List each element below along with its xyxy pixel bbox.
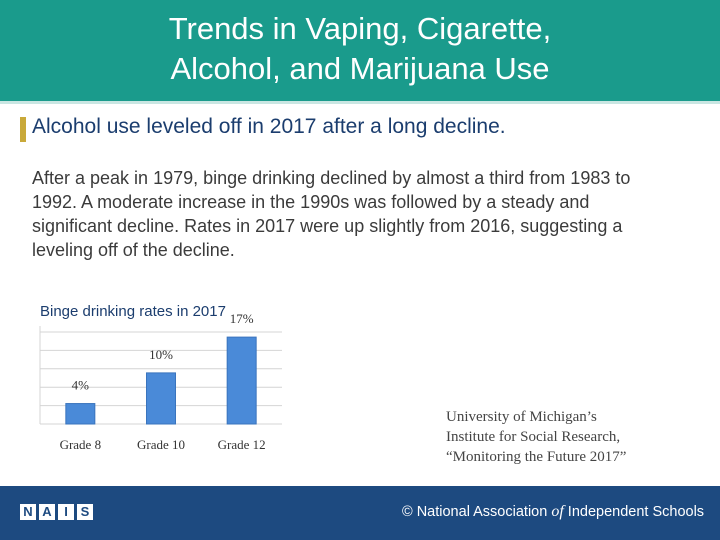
source-line-2: Institute for Social Research, [446, 429, 621, 445]
bar-grade-12 [226, 336, 257, 425]
logo-letter-s: S [77, 504, 93, 520]
data-label: 17% [230, 311, 254, 326]
bar-grade-8 [65, 403, 96, 425]
subhead-accent-bar [20, 117, 26, 142]
x-tick-label: Grade 8 [60, 437, 102, 452]
org-name-prefix: © National Association [402, 504, 552, 520]
data-label: 10% [149, 347, 173, 362]
footer-organization: © National Association of Independent Sc… [402, 503, 704, 521]
source-line-1: University of Michigan’s [446, 409, 597, 425]
page-title: Trends in Vaping, Cigarette, Alcohol, an… [0, 9, 720, 89]
logo-letter-i: I [58, 504, 74, 520]
page-title-line-2: Alcohol, and Marijuana Use [170, 51, 550, 86]
nais-logo: N A I S [20, 504, 93, 520]
header-band [0, 0, 720, 101]
chart-title: Binge drinking rates in 2017 [40, 303, 226, 320]
header-divider [0, 101, 720, 104]
logo-letter-n: N [20, 504, 36, 520]
page-title-line-1: Trends in Vaping, Cigarette, [168, 11, 552, 46]
org-name-of: of [551, 503, 564, 520]
footer-band [0, 486, 720, 540]
body-paragraph: After a peak in 1979, binge drinking dec… [32, 168, 631, 260]
logo-letter-a: A [39, 504, 55, 520]
x-tick-label: Grade 12 [218, 437, 266, 452]
bar-grade-10 [146, 372, 176, 425]
subheading: Alcohol use leveled off in 2017 after a … [32, 115, 506, 138]
org-name-suffix: Independent Schools [563, 504, 705, 520]
source-line-3: “Monitoring the Future 2017” [446, 449, 627, 465]
x-tick-label: Grade 10 [137, 437, 185, 452]
source-citation: University of Michigan’s Institute for S… [446, 407, 626, 467]
data-label: 4% [72, 378, 90, 393]
